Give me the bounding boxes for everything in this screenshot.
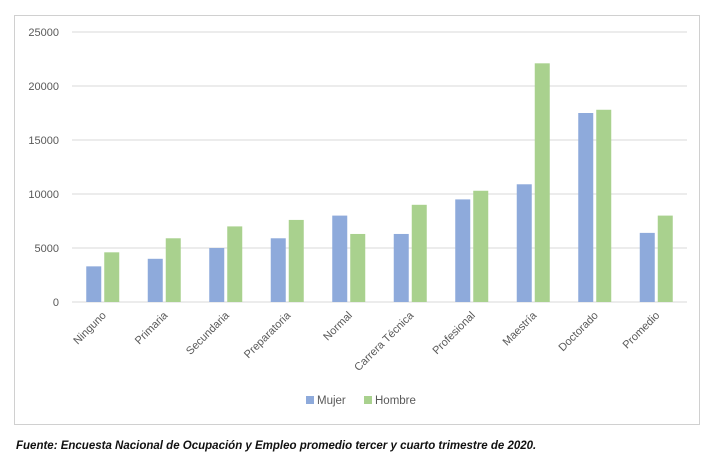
x-axis-ticks: Ninguno Primaria Secundaria Preparatoria Nor… [71, 309, 662, 374]
y-tick-label-10000: 10000 [28, 189, 59, 201]
y-tick-label-20000: 20000 [28, 81, 59, 93]
bar-mujer-normal [332, 215, 348, 302]
y-tick-label-15000: 15000 [28, 135, 59, 147]
y-tick-label-5000: 5000 [35, 243, 59, 255]
legend-label-hombre: Hombre [375, 395, 416, 407]
bar-mujer-carrera-tecnica [393, 233, 409, 302]
bar-hombre-maestria [534, 63, 550, 302]
x-tick-label-normal: Normal [321, 310, 355, 344]
bar-mujer-promedio [639, 232, 655, 302]
chart-frame: 0 5000 10000 15000 20000 25000 Ninguno Primari… [14, 15, 700, 425]
x-tick-label-secundaria: Secundaria [184, 309, 232, 357]
legend: Mujer Hombre [306, 395, 416, 407]
source-note: Fuente: Encuesta Nacional de Ocupación y… [16, 440, 537, 452]
bar-hombre-doctorado [596, 109, 612, 302]
bar-hombre-carrera-tecnica [411, 204, 427, 302]
bar-hombre-normal [350, 233, 366, 302]
bar-chart: 0 5000 10000 15000 20000 25000 Ninguno Primari… [28, 27, 687, 407]
bar-mujer-profesional [455, 199, 471, 302]
bar-mujer-preparatoria [270, 238, 286, 302]
x-tick-label-preparatoria: Preparatoria [242, 309, 294, 361]
y-axis-ticks: 0 5000 10000 15000 20000 25000 [28, 27, 59, 309]
bar-hombre-preparatoria [288, 219, 304, 302]
gridlines [72, 31, 687, 303]
legend-swatch-mujer [306, 396, 314, 404]
bar-mujer-doctorado [578, 113, 594, 302]
x-tick-label-primaria: Primaria [133, 309, 171, 347]
bar-mujer-primaria [147, 258, 163, 302]
bar-hombre-profesional [473, 190, 489, 302]
x-tick-label-maestria: Maestría [501, 309, 540, 348]
x-tick-label-carrera-tecnica: Carrera Técnica [352, 309, 417, 374]
legend-swatch-hombre [364, 396, 372, 404]
y-tick-label-25000: 25000 [28, 27, 59, 39]
bar-mujer-maestria [516, 184, 532, 302]
bar-hombre-secundaria [227, 226, 243, 302]
legend-label-mujer: Mujer [317, 395, 346, 407]
bars [86, 63, 673, 302]
x-tick-label-ninguno: Ninguno [71, 310, 108, 347]
y-tick-label-0: 0 [53, 297, 59, 309]
x-tick-label-profesional: Profesional [430, 310, 477, 357]
x-tick-label-promedio: Promedio [621, 310, 663, 352]
bar-mujer-ninguno [86, 266, 102, 302]
bar-hombre-primaria [165, 238, 181, 302]
bar-hombre-promedio [657, 215, 673, 302]
x-tick-label-doctorado: Doctorado [556, 310, 600, 354]
bar-hombre-ninguno [104, 252, 120, 302]
bar-mujer-secundaria [209, 248, 225, 302]
